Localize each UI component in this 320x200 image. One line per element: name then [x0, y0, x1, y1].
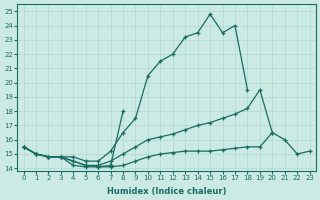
- X-axis label: Humidex (Indice chaleur): Humidex (Indice chaleur): [107, 187, 226, 196]
